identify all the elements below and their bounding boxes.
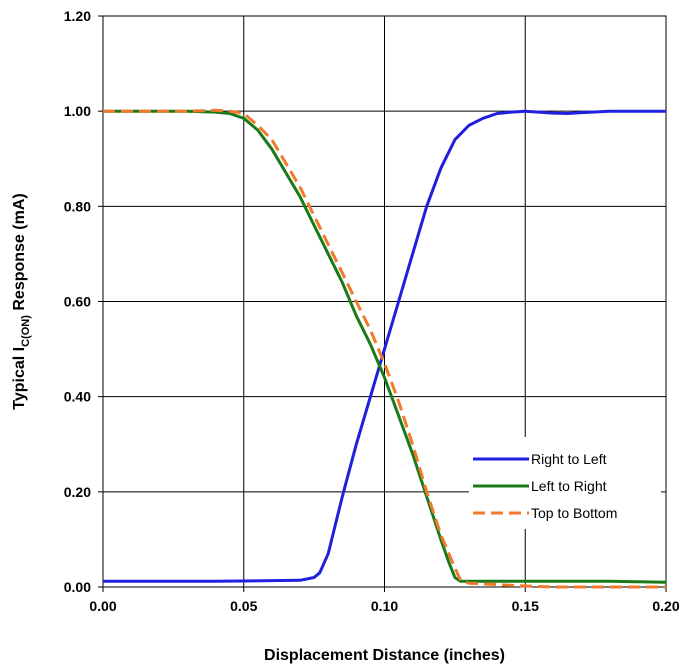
x-tick-label: 0.05 (230, 598, 257, 614)
x-tick-label: 0.20 (652, 598, 679, 614)
y-axis: 0.00 0.20 0.40 0.60 0.80 1.00 1.20 (64, 8, 103, 595)
y-tick-label: 0.40 (64, 389, 91, 405)
series-line-top-to-bottom (103, 108, 666, 589)
series-line-right-to-left (103, 109, 666, 583)
x-tick-label: 0.15 (512, 598, 539, 614)
y-tick-label: 0.00 (64, 579, 91, 595)
y-tick-label: 0.60 (64, 294, 91, 310)
legend: Right to Left Left to Right Top to Bottom (469, 437, 661, 529)
y-axis-title-subscript: C(ON) (20, 315, 32, 347)
series-lines (103, 108, 667, 589)
y-axis-title-prefix: Typical I (11, 347, 28, 410)
legend-label: Right to Left (531, 451, 607, 467)
y-axis-title: Typical IC(ON) Response (mA) (11, 193, 32, 409)
y-tick-label: 0.20 (64, 484, 91, 500)
y-tick-label: 1.20 (64, 8, 91, 24)
y-tick-label: 0.80 (64, 198, 91, 214)
x-tick-label: 0.00 (89, 598, 116, 614)
legend-label: Left to Right (531, 478, 607, 494)
x-axis-title: Displacement Distance (inches) (264, 647, 505, 664)
x-tick-label: 0.10 (371, 598, 398, 614)
y-tick-label: 1.00 (64, 103, 91, 119)
legend-label: Top to Bottom (531, 505, 617, 521)
x-axis: 0.00 0.05 0.10 0.15 0.20 (89, 587, 680, 614)
y-axis-title-suffix: Response (mA) (11, 193, 28, 315)
series-line-left-to-right (103, 109, 667, 584)
